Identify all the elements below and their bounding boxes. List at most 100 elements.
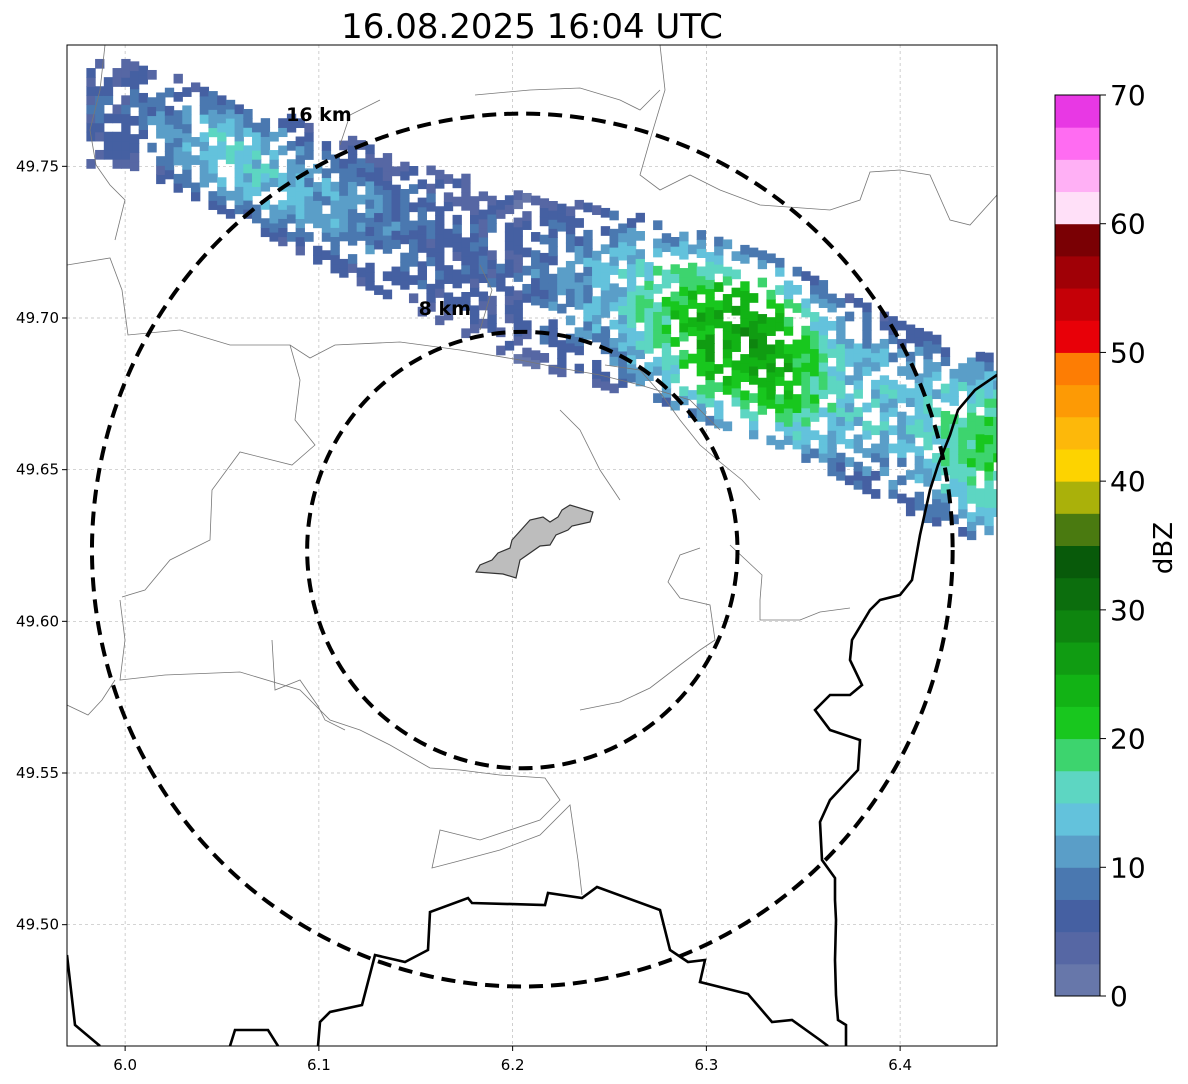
echo-pixel	[879, 338, 890, 349]
echo-pixel	[391, 239, 401, 249]
echo-pixel	[583, 238, 593, 249]
colorbar-swatch	[1055, 320, 1100, 353]
echo-pixel	[382, 207, 393, 218]
echo-pixel	[844, 411, 855, 422]
echo-pixel	[740, 317, 750, 328]
echo-pixel	[871, 361, 881, 372]
echo-pixel	[949, 441, 959, 452]
echo-pixel	[260, 172, 271, 183]
echo-pixel	[966, 512, 977, 522]
echo-pixel	[452, 269, 462, 280]
echo-pixel	[993, 407, 997, 417]
echo-pixel	[626, 336, 637, 347]
y-tick-label: 49.60	[16, 612, 59, 630]
echo-pixel	[496, 209, 506, 219]
echo-pixel	[112, 77, 122, 87]
echo-pixel	[269, 150, 279, 160]
y-tick-label: 49.55	[16, 764, 59, 782]
echo-pixel	[121, 104, 131, 115]
echo-pixel	[531, 277, 541, 288]
echo-pixel	[191, 191, 201, 202]
echo-pixel	[339, 213, 349, 224]
echo-pixel	[984, 479, 994, 490]
echo-pixel	[766, 380, 776, 391]
echo-pixel	[173, 110, 183, 120]
echo-pixel	[862, 429, 872, 440]
echo-pixel	[696, 302, 707, 313]
echo-pixel	[626, 227, 637, 237]
echo-pixel	[696, 321, 707, 331]
echo-pixel	[452, 296, 462, 307]
echo-pixel	[426, 201, 436, 212]
echo-pixel	[147, 115, 157, 126]
echo-pixel	[670, 309, 680, 320]
echo-pixel	[966, 521, 977, 532]
echo-pixel	[879, 320, 890, 331]
echo-pixel	[705, 270, 715, 280]
echo-pixel	[391, 230, 401, 240]
echo-pixel	[504, 204, 515, 215]
echo-pixel	[966, 448, 977, 459]
echo-pixel	[164, 151, 175, 162]
echo-pixel	[644, 271, 654, 281]
echo-pixel	[138, 74, 149, 85]
echo-pixel	[304, 204, 314, 215]
echo-pixel	[330, 181, 340, 192]
echo-pixel	[173, 128, 183, 139]
map-panel: 8 km 16 km 6.0 6.1 6.2 6.3 6.4 49.50 49.55 49.60…	[16, 44, 998, 1074]
echo-pixel	[487, 295, 497, 306]
echo-pixel	[470, 223, 480, 234]
echo-pixel	[836, 407, 846, 417]
echo-pixel	[478, 255, 489, 265]
echo-pixel	[487, 195, 497, 206]
echo-pixel	[95, 149, 105, 160]
city-polygon	[475, 504, 594, 579]
echo-pixel	[295, 118, 305, 129]
echo-pixel	[705, 352, 715, 362]
echo-pixel	[949, 514, 959, 525]
echo-pixel	[583, 229, 593, 240]
echo-pixel	[252, 177, 262, 187]
echo-pixel	[731, 387, 741, 398]
echo-pixel	[905, 351, 916, 362]
echo-pixel	[374, 185, 384, 195]
echo-pixel	[208, 154, 218, 165]
echo-pixel	[862, 448, 872, 458]
echo-pixel	[95, 113, 105, 124]
echo-pixel	[321, 186, 332, 197]
echo-pixel	[426, 238, 436, 249]
echo-pixel	[661, 369, 672, 380]
echo-pixel	[775, 348, 785, 359]
echo-pixel	[844, 393, 855, 404]
echo-pixel	[182, 150, 192, 161]
echo-pixel	[103, 77, 114, 87]
echo-pixel	[653, 356, 663, 367]
echo-pixel	[234, 104, 244, 115]
echo-pixel	[234, 113, 244, 124]
echo-pixel	[679, 395, 689, 406]
echo-pixel	[679, 304, 689, 315]
echo-pixel	[949, 423, 959, 434]
echo-pixel	[836, 316, 846, 326]
echo-pixel	[95, 95, 105, 106]
echo-pixel	[304, 232, 314, 242]
echo-pixel	[95, 104, 105, 115]
echo-pixel	[391, 221, 401, 231]
echo-pixel	[504, 249, 515, 260]
echo-pixel	[217, 186, 227, 197]
echo-pixel	[531, 259, 541, 270]
echo-pixel	[783, 407, 794, 418]
echo-pixel	[504, 313, 515, 324]
echo-pixel	[347, 208, 358, 219]
echo-pixel	[321, 177, 332, 188]
echo-pixel	[661, 351, 672, 362]
echo-pixel	[208, 109, 218, 119]
echo-pixel	[714, 364, 724, 374]
echo-pixel	[731, 360, 741, 371]
echo-pixel	[408, 238, 419, 249]
echo-pixel	[295, 209, 305, 220]
echo-pixel	[565, 297, 576, 308]
echo-pixel	[696, 239, 707, 249]
colorbar-swatch	[1055, 931, 1100, 965]
echo-pixel	[278, 200, 288, 210]
